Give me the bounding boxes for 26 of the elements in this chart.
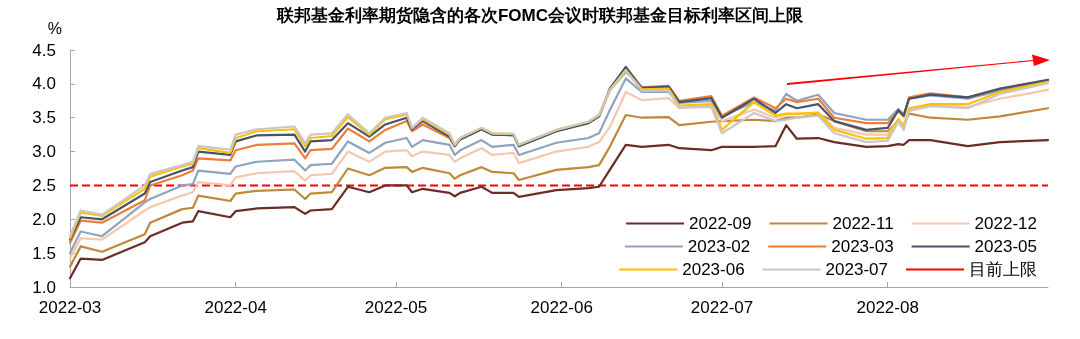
legend-label: 2022-12 — [974, 214, 1037, 233]
x-tick-label: 2022-05 — [364, 298, 428, 317]
y-tick-label: 3.5 — [32, 108, 56, 128]
x-tick-label: 2022-07 — [690, 298, 754, 317]
y-tick-label: 4.0 — [32, 74, 56, 94]
x-tick-label: 2022-06 — [530, 298, 593, 317]
legend-label: 2023-02 — [687, 237, 751, 256]
legend-label: 2023-06 — [682, 260, 745, 279]
legend-label: 2022-09 — [689, 214, 752, 233]
chart-title: 联邦基金利率期货隐含的各次FOMC会议时联邦基金目标利率区间上限 — [275, 6, 805, 25]
x-tick-label: 2022-08 — [856, 298, 919, 317]
legend-label: 2023-05 — [974, 237, 1037, 256]
x-tick-label: 2022-04 — [204, 298, 267, 317]
x-tick-label: 2022-03 — [38, 298, 102, 317]
y-tick-label: 4.5 — [32, 40, 56, 60]
legend-label: 2023-03 — [831, 237, 894, 256]
legend-label: 2023-07 — [825, 260, 888, 279]
y-tick-label: 1.5 — [32, 243, 56, 263]
y-tick-label: 1.0 — [32, 277, 56, 297]
y-axis-title: % — [47, 19, 62, 37]
legend-label: 2022-11 — [832, 214, 894, 233]
y-tick-label: 2.0 — [32, 209, 56, 229]
y-tick-label: 3.0 — [32, 142, 56, 162]
y-tick-label: 2.5 — [32, 175, 56, 195]
line-series — [68, 124, 1050, 280]
legend-label: 目前上限 — [969, 260, 1037, 279]
